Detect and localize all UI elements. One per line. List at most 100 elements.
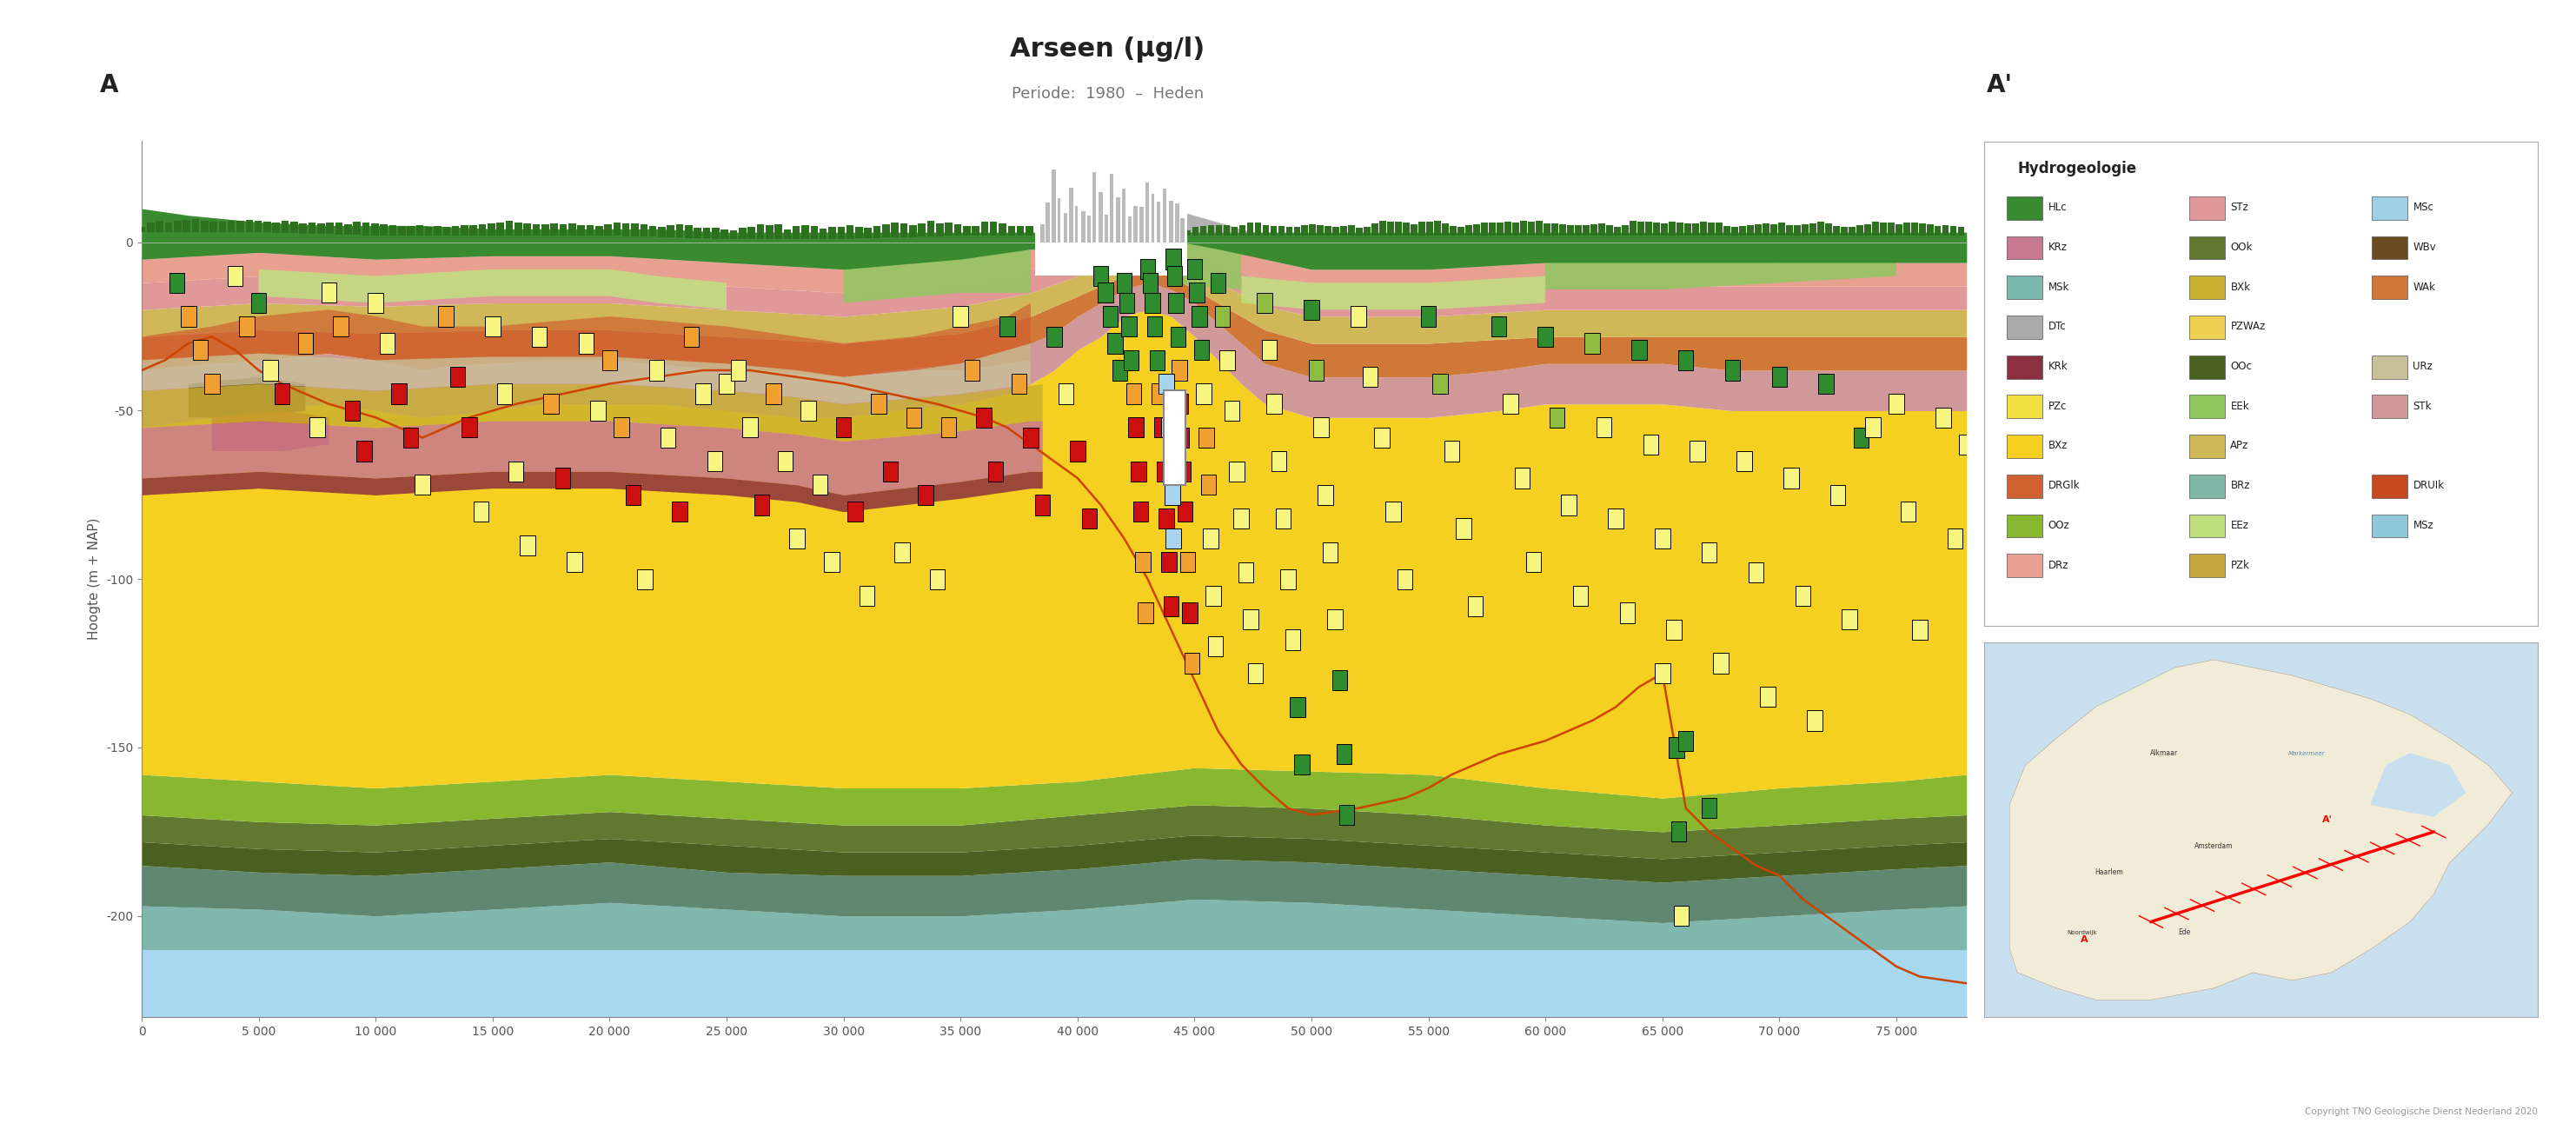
Bar xyxy=(1584,333,1600,354)
Bar xyxy=(1025,226,1033,235)
Bar xyxy=(1690,441,1705,461)
Text: Alkmaar: Alkmaar xyxy=(2151,749,2179,757)
Bar xyxy=(778,451,793,471)
Bar xyxy=(1185,653,1200,673)
Bar xyxy=(1218,350,1234,371)
Bar xyxy=(541,224,549,235)
Bar xyxy=(1643,434,1659,454)
Bar xyxy=(219,221,227,232)
Bar xyxy=(1309,360,1324,381)
Text: OOc: OOc xyxy=(2231,360,2251,372)
Bar xyxy=(461,225,469,235)
Bar xyxy=(1388,221,1394,235)
Text: WAk: WAk xyxy=(2414,281,2434,293)
Bar xyxy=(1126,384,1141,403)
Bar xyxy=(1504,221,1512,235)
Bar xyxy=(2190,276,2226,299)
Bar xyxy=(894,542,909,563)
Bar xyxy=(1018,226,1025,235)
Bar xyxy=(1777,223,1785,235)
Bar xyxy=(1468,596,1484,616)
Bar xyxy=(871,394,886,414)
Bar xyxy=(999,224,1007,235)
Bar xyxy=(1422,306,1435,327)
Bar xyxy=(2372,236,2409,260)
Bar xyxy=(1646,221,1651,235)
Polygon shape xyxy=(211,410,330,451)
Bar xyxy=(1458,227,1463,235)
Bar xyxy=(237,220,245,232)
Bar xyxy=(917,224,925,236)
Bar xyxy=(1180,553,1195,573)
Bar xyxy=(165,223,173,232)
Bar xyxy=(474,502,489,522)
Bar xyxy=(173,220,180,232)
Text: Hydrogeologie: Hydrogeologie xyxy=(2017,160,2136,176)
Bar xyxy=(299,333,314,354)
Bar xyxy=(1321,542,1337,563)
Bar xyxy=(1244,609,1257,629)
Bar xyxy=(1293,227,1301,235)
Bar xyxy=(1566,225,1574,235)
Bar xyxy=(263,223,270,233)
Text: MSk: MSk xyxy=(2048,281,2069,293)
Bar xyxy=(1115,272,1131,293)
Bar xyxy=(533,224,541,235)
Bar xyxy=(1046,202,1051,242)
Bar xyxy=(1193,340,1208,360)
Bar xyxy=(1685,223,1690,235)
Bar xyxy=(1069,188,1074,242)
Bar xyxy=(1935,407,1950,427)
Bar xyxy=(963,360,979,381)
Bar xyxy=(559,224,567,235)
Text: Periode:  1980  –  Heden: Periode: 1980 – Heden xyxy=(1012,86,1203,102)
Text: A': A' xyxy=(2321,816,2331,824)
Bar xyxy=(801,401,817,420)
Bar xyxy=(1942,225,1950,235)
Bar xyxy=(1672,822,1687,842)
Bar xyxy=(193,340,209,360)
Bar xyxy=(1700,221,1708,235)
Bar xyxy=(371,224,379,235)
Bar xyxy=(363,223,368,235)
Bar xyxy=(1801,225,1808,235)
Bar xyxy=(1404,223,1409,235)
Polygon shape xyxy=(258,269,726,310)
Text: MSc: MSc xyxy=(2414,202,2434,214)
Bar xyxy=(443,226,451,235)
Bar xyxy=(1515,468,1530,488)
Bar xyxy=(1911,619,1927,640)
Bar xyxy=(829,227,835,238)
Bar xyxy=(940,417,956,437)
Bar xyxy=(1059,384,1074,403)
Bar xyxy=(345,224,353,235)
Bar xyxy=(451,226,459,235)
Bar xyxy=(1285,227,1293,235)
Bar xyxy=(209,221,216,232)
Bar xyxy=(793,226,801,238)
Bar xyxy=(276,384,289,403)
Bar xyxy=(1162,553,1177,573)
Bar xyxy=(1669,738,1685,757)
Bar xyxy=(425,227,433,235)
Bar xyxy=(1172,394,1188,414)
Bar xyxy=(1177,502,1193,522)
Bar xyxy=(1257,293,1273,313)
Bar xyxy=(1012,374,1028,394)
Text: PZWAz: PZWAz xyxy=(2231,321,2264,332)
Bar xyxy=(976,407,992,427)
Bar xyxy=(1151,194,1154,242)
Bar xyxy=(1396,223,1401,235)
Bar xyxy=(2007,315,2043,339)
Bar xyxy=(1332,670,1347,690)
Bar xyxy=(1133,502,1149,522)
Bar xyxy=(1234,508,1249,529)
Bar xyxy=(1157,461,1172,481)
Polygon shape xyxy=(2370,754,2465,816)
Bar xyxy=(1747,226,1754,235)
Bar xyxy=(1708,223,1716,235)
Bar xyxy=(1631,340,1646,360)
Bar xyxy=(1115,197,1121,242)
Bar xyxy=(1121,316,1136,337)
Bar xyxy=(1041,224,1043,242)
